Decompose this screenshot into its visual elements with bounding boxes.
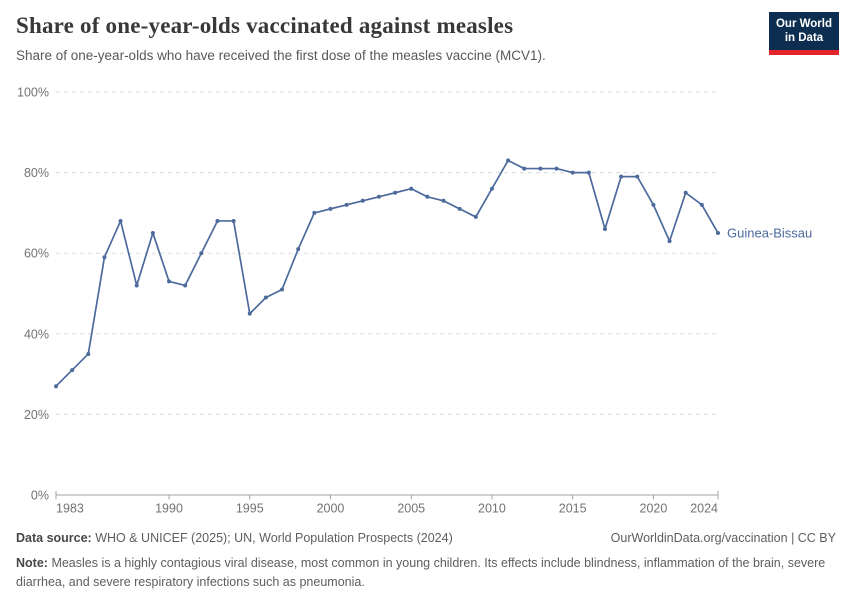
data-point xyxy=(134,283,139,288)
x-tick-label: 2015 xyxy=(559,502,587,516)
data-point xyxy=(70,368,75,373)
x-tick-label: 1990 xyxy=(155,502,183,516)
data-point xyxy=(489,186,494,191)
y-tick-label: 40% xyxy=(24,327,49,341)
y-tick-label: 100% xyxy=(17,86,49,100)
data-point xyxy=(683,190,688,195)
chart-header: Share of one-year-olds vaccinated agains… xyxy=(16,13,746,63)
data-point xyxy=(506,158,511,163)
data-point xyxy=(199,251,204,256)
data-point xyxy=(635,174,640,179)
series-line xyxy=(55,159,719,387)
y-tick-label: 80% xyxy=(24,166,49,180)
data-point xyxy=(54,384,58,389)
data-source-text: WHO & UNICEF (2025); UN, World Populatio… xyxy=(95,531,453,545)
data-point xyxy=(215,218,220,223)
data-point xyxy=(376,194,381,199)
data-point xyxy=(328,206,333,211)
owid-logo-line2: in Data xyxy=(784,31,824,44)
x-tick-label: 2000 xyxy=(317,502,345,516)
data-point xyxy=(409,186,414,191)
page-title: Share of one-year-olds vaccinated agains… xyxy=(16,13,514,38)
owid-logo-line1: Our World xyxy=(775,18,832,30)
data-point xyxy=(425,194,430,199)
x-tick-label: 2005 xyxy=(397,502,425,516)
source-row: Data source: WHO & UNICEF (2025); UN, Wo… xyxy=(16,529,836,548)
x-tick-label: 2020 xyxy=(640,502,668,516)
data-source-label: Data source: xyxy=(16,531,92,545)
chart-note: Note: Measles is a highly contagious vir… xyxy=(16,554,836,592)
data-point xyxy=(522,166,527,171)
measles-line-chart[interactable]: 0% 20% 40% 60% 80% 100% 1983 1990 1995 2000 2005 20… xyxy=(0,85,850,525)
data-point xyxy=(167,279,172,284)
data-point xyxy=(102,255,107,260)
data-source: Data source: WHO & UNICEF (2025); UN, Wo… xyxy=(16,529,453,548)
x-tick-label: 1995 xyxy=(236,502,264,516)
data-point xyxy=(473,214,478,219)
x-tick-label: 2010 xyxy=(478,502,506,516)
data-point xyxy=(538,166,543,171)
data-point xyxy=(312,210,317,215)
data-point xyxy=(619,174,624,179)
owid-footer-link[interactable]: OurWorldinData.org/vaccination | CC BY xyxy=(610,531,836,545)
x-tick-label: 1983 xyxy=(56,502,84,516)
data-point xyxy=(280,287,285,292)
data-point xyxy=(602,227,607,232)
data-point xyxy=(86,351,91,356)
note-label: Note: xyxy=(16,555,48,570)
line-chart-svg: 0% 20% 40% 60% 80% 100% 1983 1990 1995 2000 2005 20… xyxy=(17,86,812,516)
data-point xyxy=(651,202,656,207)
data-point xyxy=(699,202,704,207)
data-point xyxy=(247,311,252,316)
data-point xyxy=(296,247,301,252)
data-point xyxy=(150,231,155,236)
data-point xyxy=(393,190,398,195)
data-point xyxy=(716,231,720,236)
data-point xyxy=(344,202,349,207)
note-text: Measles is a highly contagious viral dis… xyxy=(16,555,826,589)
chart-subtitle: Share of one-year-olds who have received… xyxy=(16,48,546,63)
y-tick-label: 20% xyxy=(24,408,49,422)
owid-logo: Our World in Data xyxy=(769,12,839,55)
y-tick-label: 60% xyxy=(24,247,49,261)
x-tick-label: 2024 xyxy=(690,502,718,516)
data-point xyxy=(441,198,446,203)
y-tick-label: 0% xyxy=(31,489,49,503)
entity-label[interactable]: Guinea-Bissau xyxy=(727,226,812,241)
data-point xyxy=(118,218,123,223)
data-point xyxy=(231,218,236,223)
data-point xyxy=(667,239,672,244)
data-point xyxy=(360,198,365,203)
data-point xyxy=(183,283,188,288)
data-point xyxy=(263,295,268,300)
data-point xyxy=(586,170,591,175)
chart-footer: Data source: WHO & UNICEF (2025); UN, Wo… xyxy=(16,529,836,600)
data-point xyxy=(554,166,559,171)
data-point xyxy=(570,170,575,175)
data-point xyxy=(457,206,462,211)
